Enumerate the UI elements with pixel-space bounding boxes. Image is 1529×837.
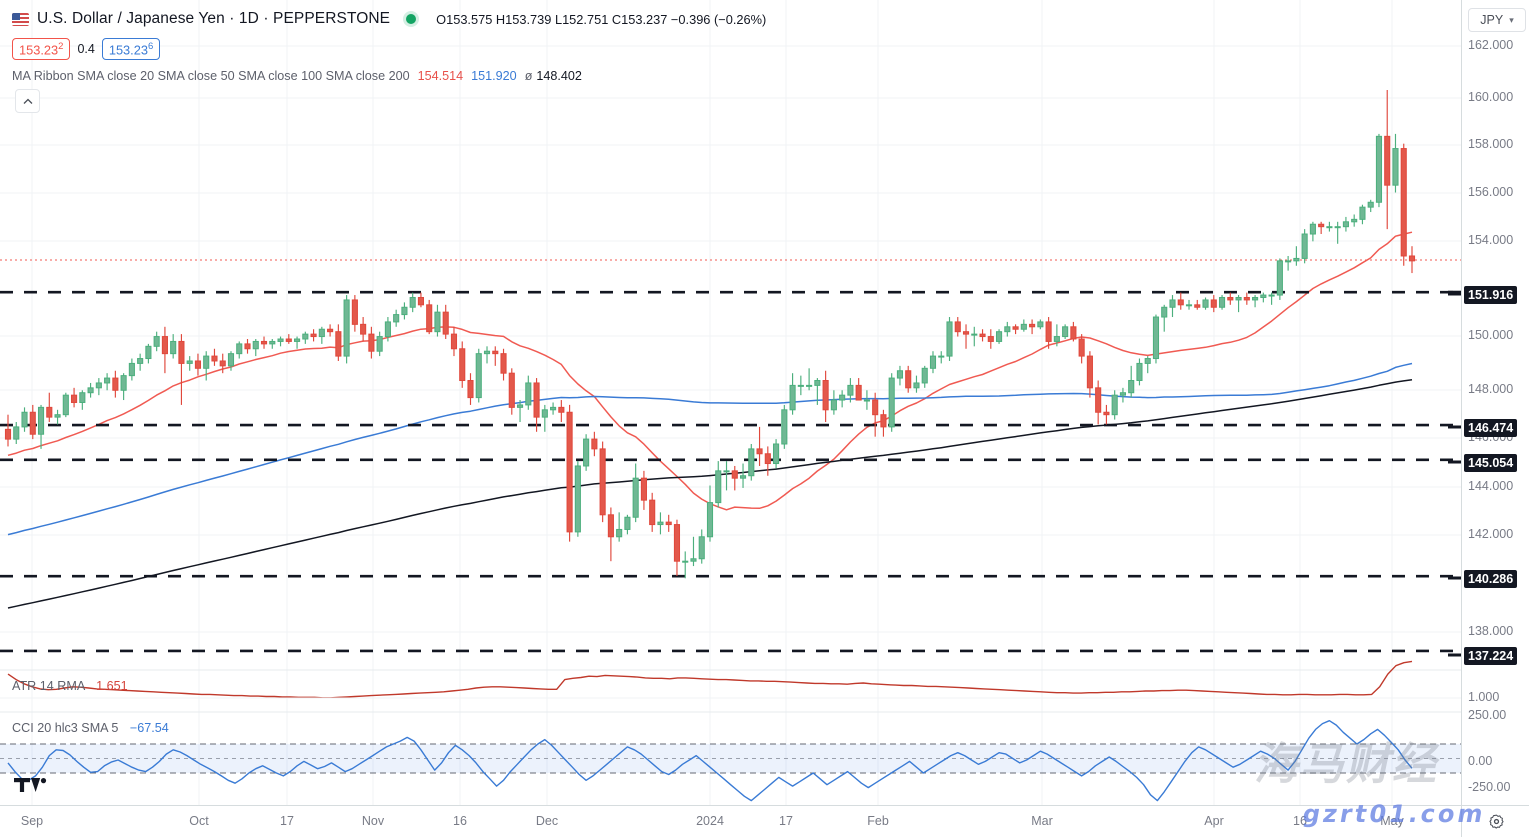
time-tick-label: Apr [1204,814,1224,828]
time-tick-label: Nov [361,814,385,828]
time-tick-label: 16 [453,814,467,828]
tradingview-logo-icon[interactable] [14,775,48,793]
price-tick-label: 156.000 [1468,185,1514,199]
cci-label: CCI 20 hlc3 SMA 5 [12,721,119,735]
indicator-tick-label: 0.00 [1468,754,1493,768]
collapse-legend-button[interactable] [15,89,40,113]
time-tick-label: 2024 [696,814,724,828]
currency-label: JPY [1480,13,1504,27]
atr-value: 1.651 [96,679,128,693]
indicator-tick-label: 250.00 [1468,708,1507,722]
chevron-down-icon: ▾ [1509,14,1514,25]
pane-separators [0,669,1461,713]
price-level-lines [0,259,1461,653]
price-tick-label: 144.000 [1468,479,1514,493]
price-tick-label: 154.000 [1468,233,1514,247]
indicator-tick-label: -250.00 [1468,780,1511,794]
time-tick-label: Dec [535,814,559,828]
price-tick-label: 142.000 [1468,527,1514,541]
price-tick-label: 148.000 [1468,382,1514,396]
time-tick-label: 17 [779,814,793,828]
chevron-up-icon [23,98,32,104]
time-scale-divider [1461,806,1462,837]
cci-value: −67.54 [129,721,169,735]
time-tick-label: Sep [20,814,44,828]
price-tick-label: 162.000 [1468,38,1514,52]
time-tick-label: May [1380,814,1404,828]
price-tick-label: 138.000 [1468,624,1514,638]
price-level-label: 151.916 [1464,286,1518,304]
indicator-tick-label: 1.000 [1468,690,1500,704]
price-tick-label: 160.000 [1468,90,1514,104]
candlestick-series [4,89,1416,579]
atr-indicator-legend[interactable]: ATR 14 RMA 1.651 [12,679,128,693]
time-tick-label: 17 [280,814,294,828]
price-level-label: 140.286 [1464,570,1518,588]
price-level-label: 145.054 [1464,454,1518,472]
gear-icon[interactable] [1489,814,1504,829]
time-scale[interactable]: Sep Oct 17 Nov 16 Dec 2024 17 Feb Mar Apr 16 May [0,805,1529,837]
price-level-label: 137.224 [1464,647,1518,665]
price-level-label: 146.474 [1464,419,1518,437]
time-tick-label: Mar [1031,814,1053,828]
chart-panes[interactable] [0,0,1461,805]
atr-line [7,660,1413,699]
current-price-marker [1448,290,1461,657]
currency-selector[interactable]: JPY ▾ [1468,8,1526,32]
atr-label: ATR 14 RMA [12,679,85,693]
time-tick-label: 16 [1293,814,1307,828]
time-tick-label: Oct [189,814,209,828]
cci-band [0,743,1461,774]
cci-line [7,720,1413,802]
cci-indicator-legend[interactable]: CCI 20 hlc3 SMA 5 −67.54 [12,721,169,735]
time-tick-label: Feb [867,814,889,828]
price-tick-label: 150.000 [1468,328,1514,342]
price-scale[interactable]: JPY ▾ 162.000 160.000 158.000 156.000 154.00… [1461,0,1529,805]
chart-canvas [0,0,1461,805]
price-tick-label: 158.000 [1468,137,1514,151]
